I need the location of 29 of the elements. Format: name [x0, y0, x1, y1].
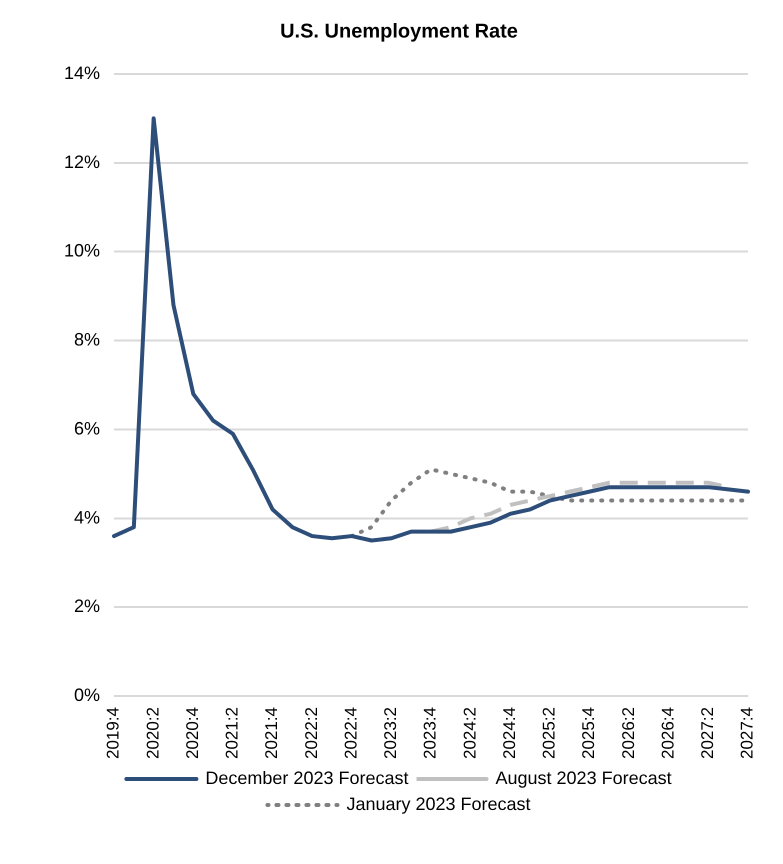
x-tick-label: 2022:4 [341, 707, 360, 760]
x-tick-label: 2026:4 [658, 707, 678, 760]
y-tick-label: 10% [64, 240, 100, 261]
chart-title: U.S. Unemployment Rate [280, 20, 518, 43]
x-tick-label: 2021:4 [262, 707, 282, 760]
x-tick-label: 2025:2 [540, 707, 559, 760]
x-tick-label: 2023:4 [420, 707, 440, 760]
y-tick-label: 4% [74, 507, 100, 528]
y-tick-label: 14% [64, 62, 100, 83]
x-tick-label: 2022:2 [302, 707, 321, 760]
legend-label: January 2023 Forecast [346, 794, 531, 814]
x-tick-label: 2020:4 [182, 707, 202, 760]
legend-label: August 2023 Forecast [495, 768, 672, 788]
legend-label: December 2023 Forecast [205, 768, 409, 788]
x-tick-label: 2024:4 [500, 707, 519, 760]
x-tick-label: 2023:2 [381, 707, 400, 760]
y-tick-label: 0% [74, 684, 100, 705]
x-tick-label: 2020:2 [143, 707, 162, 760]
x-tick-label: 2025:4 [579, 707, 598, 760]
x-tick-label: 2027:4 [738, 707, 757, 760]
x-tick-label: 2026:2 [618, 707, 638, 760]
x-tick-label: 2024:2 [460, 707, 480, 760]
x-tick-label: 2019:4 [104, 707, 123, 760]
y-tick-label: 8% [74, 330, 100, 350]
y-tick-label: 6% [74, 418, 100, 438]
y-tick-label: 2% [74, 596, 100, 616]
x-tick-label: 2027:2 [698, 707, 718, 760]
y-tick-label: 12% [64, 152, 100, 172]
x-tick-label: 2021:2 [222, 707, 242, 760]
